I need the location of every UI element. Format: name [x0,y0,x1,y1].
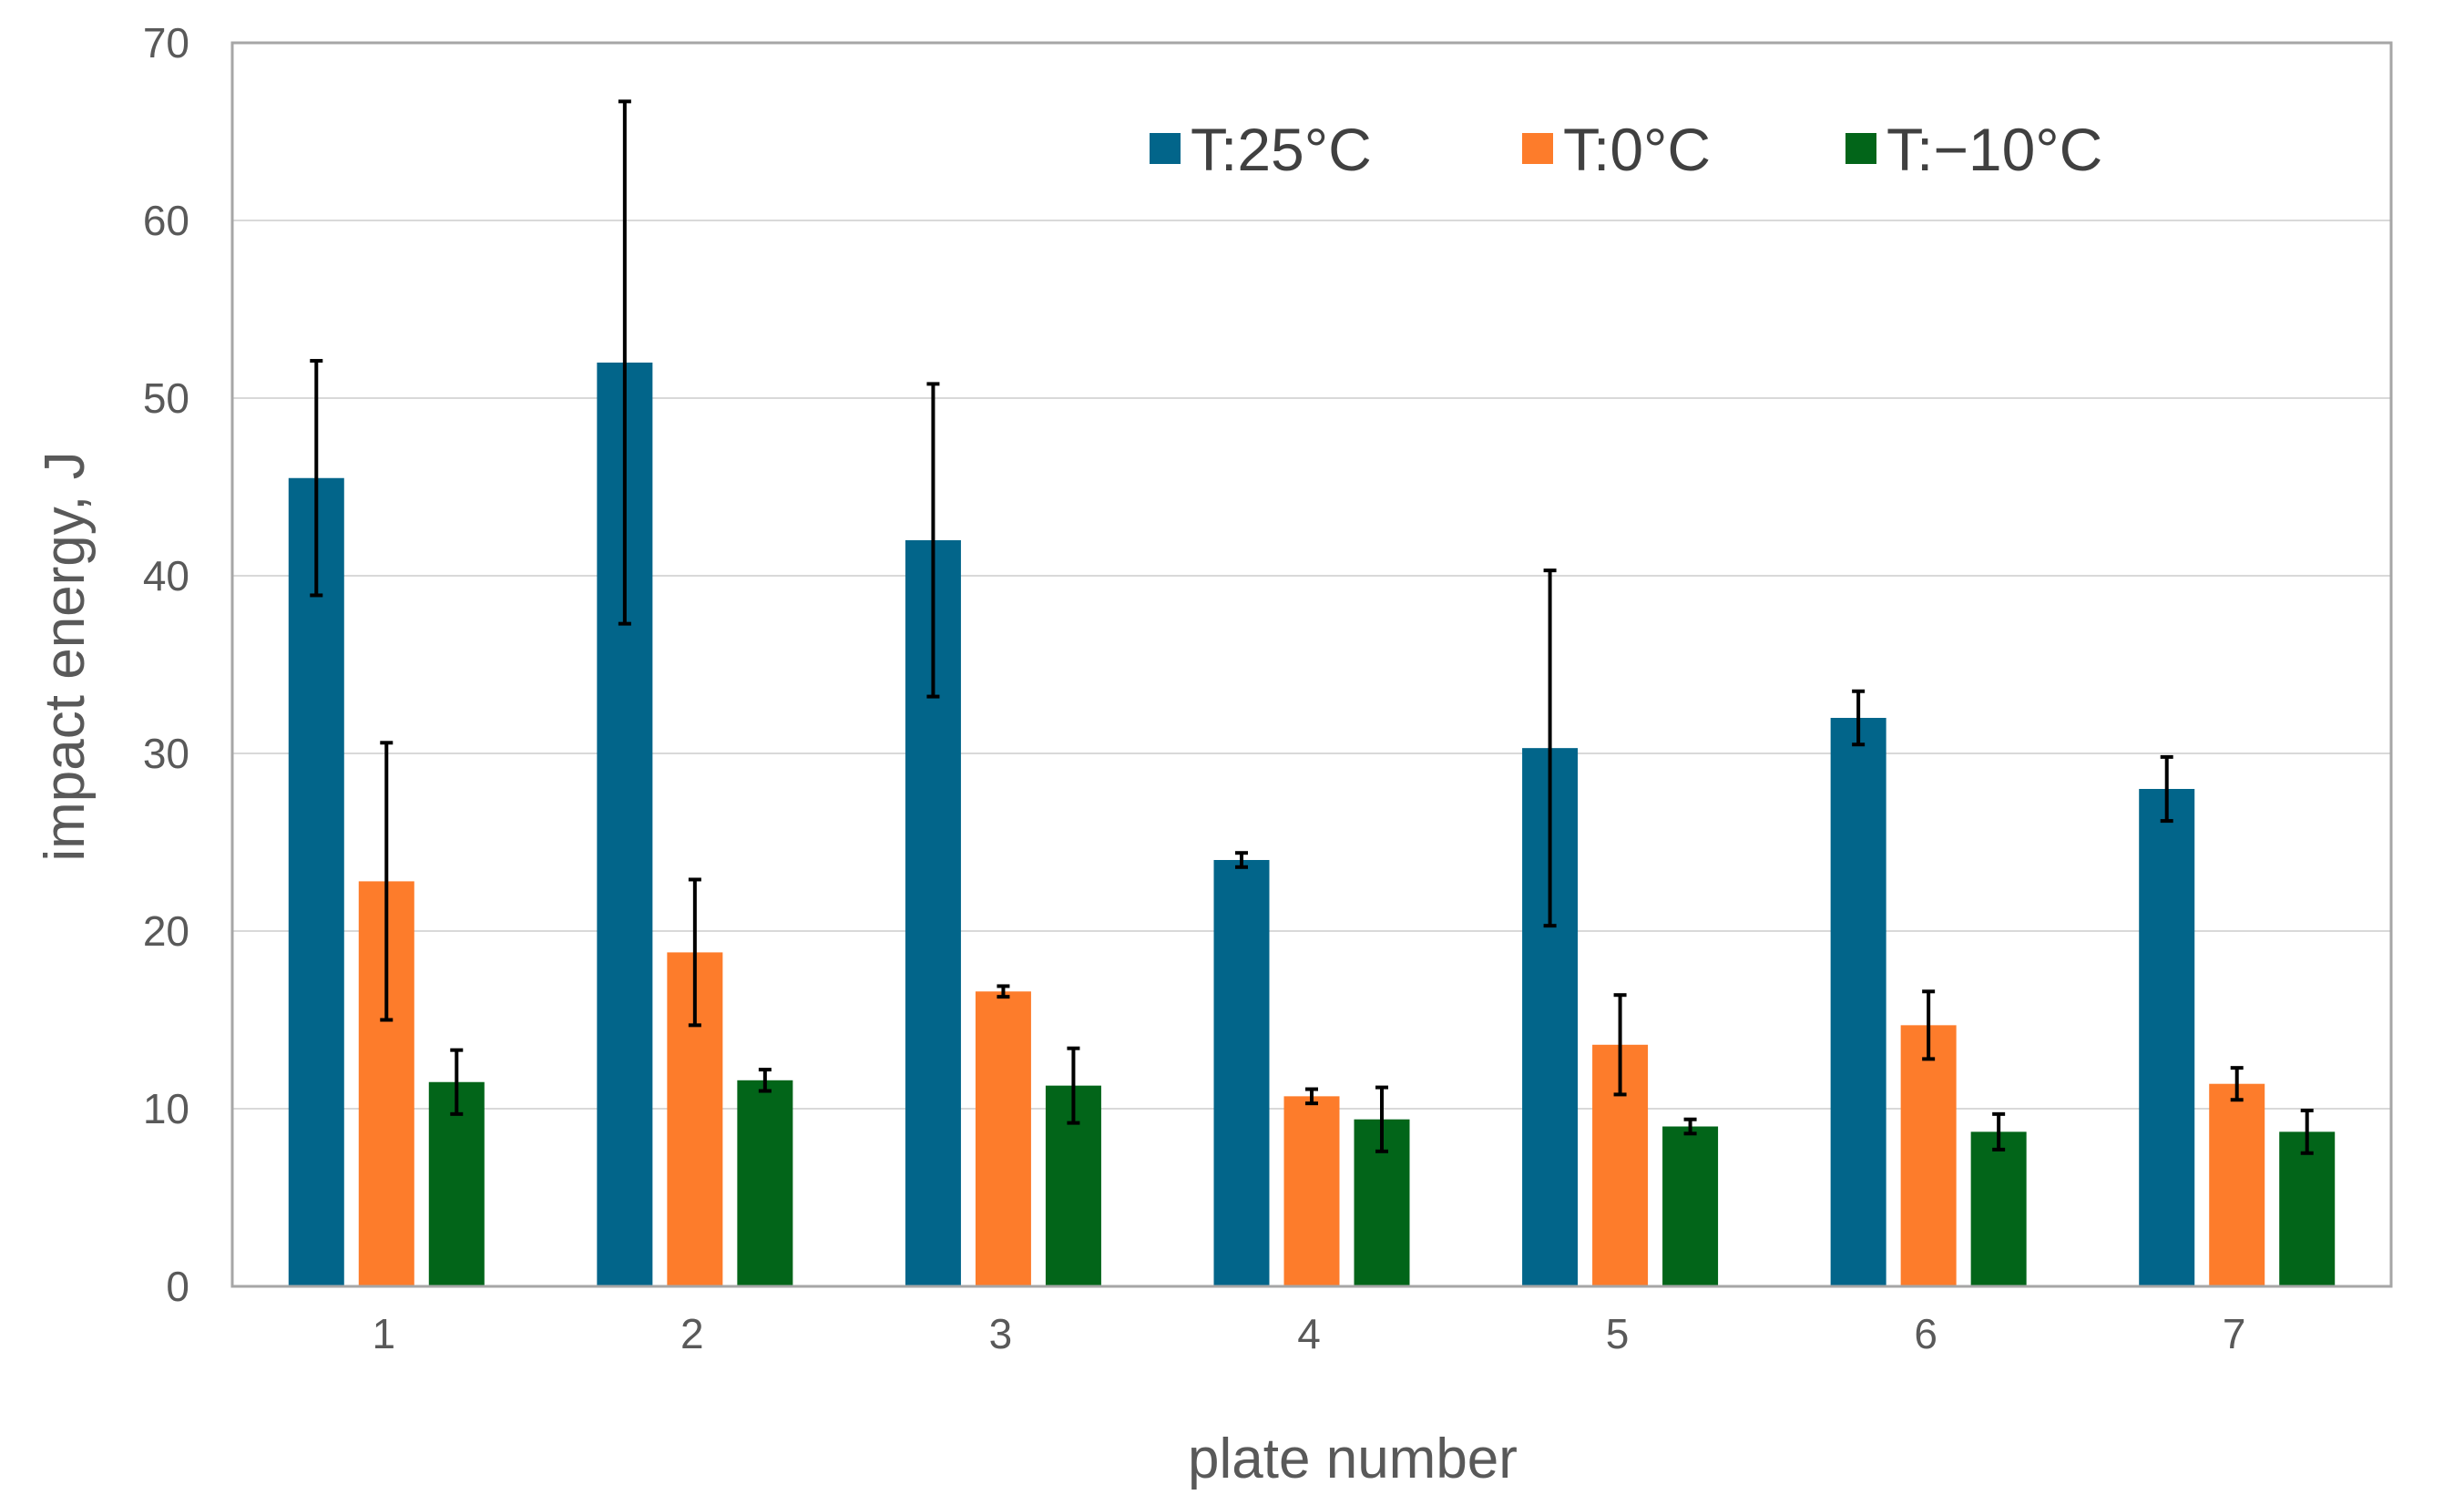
error-bar-series3-plate6 [1992,1111,2006,1152]
error-bar-series2-plate6 [1922,989,1936,1061]
error-bar-series2-plate7 [2230,1066,2244,1102]
legend-item-series3: T:−10°C [1845,116,2102,183]
error-bar-series1-plate2 [618,99,631,626]
error-bar-series3-plate4 [1375,1085,1388,1153]
error-bar-series2-plate4 [1305,1087,1318,1106]
error-bar-series2-plate5 [1613,993,1627,1097]
x-tick-label: 7 [2223,1310,2246,1357]
x-axis-ticks: 1 2 3 4 5 6 7 [372,1310,2245,1357]
bar-series1-plate1 [288,477,344,1286]
legend-swatch [1150,133,1181,164]
x-tick-label: 3 [989,1310,1013,1357]
legend-label: T:0°C [1563,116,1711,183]
y-tick-label: 20 [143,907,189,955]
plot-area-frame [230,41,2393,1288]
legend-label: T:25°C [1191,116,1372,183]
bar-series3-plate7 [2279,1131,2336,1286]
y-tick-label: 10 [143,1085,189,1132]
error-bar-series3-plate2 [758,1068,772,1093]
error-bar-series3-plate7 [2300,1108,2314,1155]
bar-series1-plate7 [2139,789,2195,1286]
error-bar-series1-plate4 [1235,851,1248,869]
x-tick-label: 6 [1914,1310,1937,1357]
error-bar-series1-plate1 [310,359,323,598]
error-bar-series2-plate3 [997,984,1010,999]
y-axis-title: impact energy, J [34,451,97,861]
error-bar-series1-plate6 [1852,689,1866,747]
bar-series2-plate3 [975,991,1031,1286]
legend: T:25°C T:0°C T:−10°C [1150,116,2102,183]
bar-series2-plate4 [1283,1096,1340,1286]
y-tick-label: 30 [143,730,189,777]
y-tick-label: 50 [143,374,189,422]
legend-item-series1: T:25°C [1150,116,1372,183]
bar-series2-plate7 [2209,1083,2265,1286]
y-tick-label: 40 [143,552,189,599]
error-bar-series1-plate5 [1543,568,1557,928]
error-bar-series2-plate2 [688,877,701,1028]
error-bars [310,99,2314,1155]
x-tick-label: 5 [1606,1310,1630,1357]
y-tick-label: 70 [143,19,189,67]
y-tick-label: 60 [143,197,189,244]
bar-series1-plate6 [1830,718,1886,1286]
gridlines [232,220,2391,1110]
bar-series3-plate2 [737,1080,793,1286]
error-bar-series1-plate3 [926,382,940,699]
bar-series1-plate4 [1213,860,1270,1286]
error-bar-series3-plate5 [1683,1117,1697,1136]
error-bar-series2-plate1 [380,741,394,1022]
error-bar-series1-plate7 [2160,754,2173,824]
error-bar-series3-plate1 [450,1048,464,1116]
legend-swatch [1845,133,1876,164]
legend-item-series2: T:0°C [1522,116,1711,183]
x-tick-label: 2 [680,1310,704,1357]
legend-swatch [1522,133,1553,164]
error-bar-series3-plate3 [1067,1046,1080,1125]
x-tick-label: 1 [372,1310,395,1357]
y-tick-label: 0 [166,1263,189,1310]
bar-series3-plate6 [1970,1131,2027,1286]
bar-series3-plate1 [428,1081,485,1286]
x-axis-title: plate number [1188,1428,1518,1490]
x-tick-label: 4 [1297,1310,1321,1357]
bar-series2-plate6 [1900,1025,1957,1286]
y-axis-ticks: 0 10 20 30 40 50 60 70 [143,19,189,1310]
bar-series3-plate5 [1662,1126,1719,1286]
legend-label: T:−10°C [1886,116,2102,183]
